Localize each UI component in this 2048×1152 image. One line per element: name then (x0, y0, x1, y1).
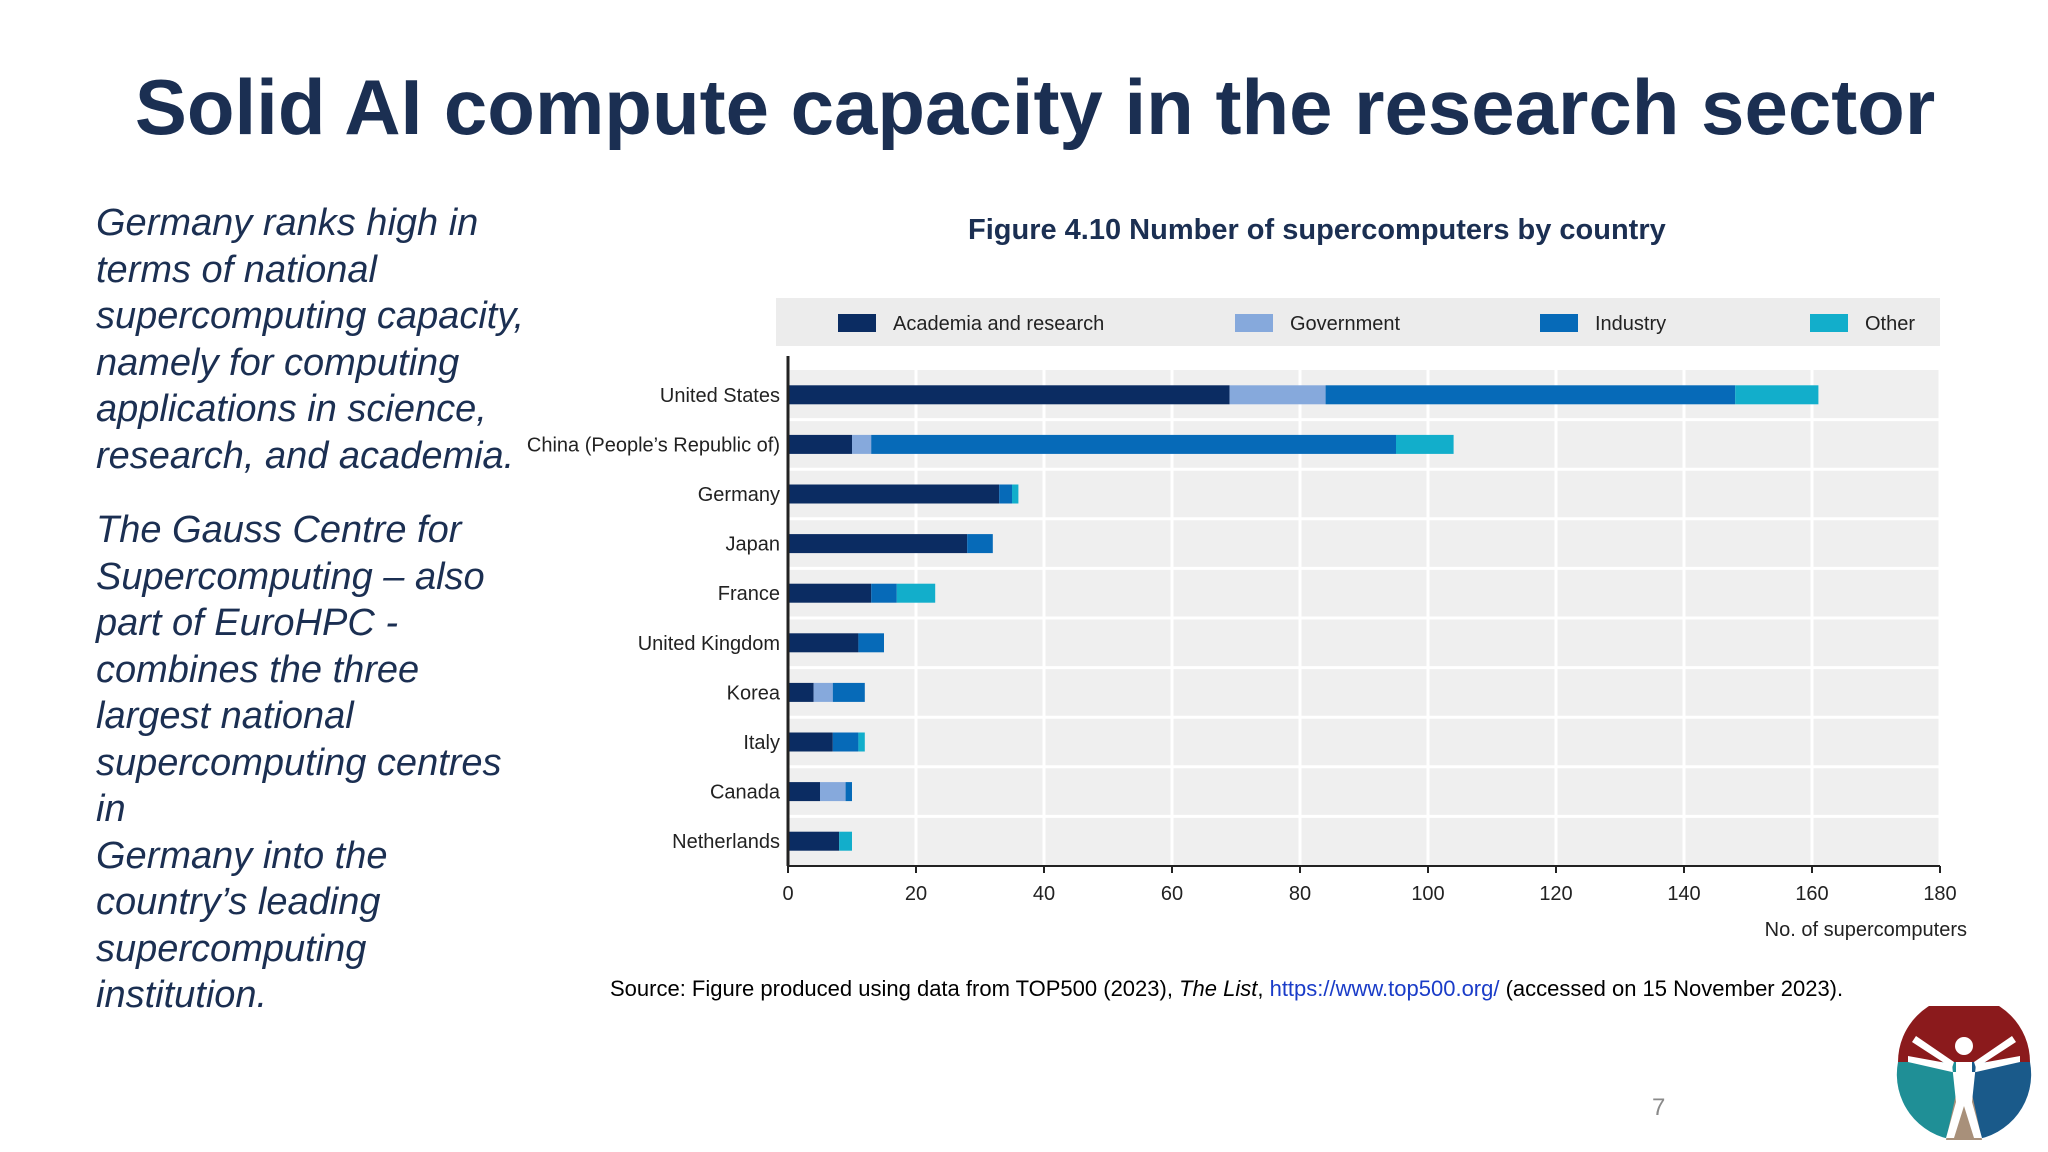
bar-segment (832, 732, 859, 752)
source-suffix: (accessed on 15 November 2023). (1499, 976, 1844, 1001)
source-note: Source: Figure produced using data from … (610, 976, 1843, 1002)
bar-segment (788, 633, 859, 653)
bar-segment (813, 682, 833, 702)
source-link[interactable]: https://www.top500.org/ (1269, 976, 1500, 1001)
bar-segment (1735, 385, 1819, 405)
bar-segment (832, 682, 865, 702)
x-tick-label: 140 (1667, 883, 1700, 905)
bar-segment (1012, 484, 1019, 504)
x-tick-label: 180 (1923, 883, 1956, 905)
category-label: United Kingdom (638, 633, 780, 655)
category-label: Japan (726, 534, 781, 556)
bar-segment (1396, 434, 1454, 454)
figure-title: Figure 4.10 Number of supercomputers by … (968, 214, 1666, 246)
body-paragraph-1: Germany ranks high in terms of national … (96, 202, 525, 477)
legend-label: Other (1865, 313, 1915, 335)
legend-swatch (1235, 314, 1273, 332)
bar-segment (1325, 385, 1736, 405)
bar-segment (820, 782, 846, 802)
x-tick-label: 160 (1795, 883, 1828, 905)
x-tick-label: 40 (1033, 883, 1055, 905)
legend-swatch (1540, 314, 1578, 332)
bar-segment (788, 583, 872, 603)
bar-segment (788, 385, 1230, 405)
x-tick-label: 80 (1289, 883, 1311, 905)
category-label: France (718, 583, 780, 605)
legend-swatch (1810, 314, 1848, 332)
legend-label: Academia and research (893, 313, 1104, 335)
legend-label: Government (1290, 313, 1400, 335)
bar-segment (788, 831, 840, 851)
category-label: Canada (710, 782, 781, 804)
bar-segment (858, 633, 884, 653)
bar-segment (967, 534, 993, 554)
x-tick-label: 120 (1539, 883, 1572, 905)
bar-segment (999, 484, 1012, 504)
supercomputers-bar-chart: Academia and research Government Industry O… (527, 298, 1967, 941)
bar-segment (871, 583, 897, 603)
bar-segment (896, 583, 936, 603)
category-label: Germany (698, 484, 780, 506)
bar-segment (788, 682, 814, 702)
category-label: Korea (727, 682, 781, 704)
legend-label: Industry (1595, 313, 1666, 335)
source-prefix: Source: Figure produced using data from … (610, 976, 1180, 1001)
slide-title: Solid AI compute capacity in the researc… (134, 63, 1936, 151)
vitruvian-figure-icon (1896, 1006, 2032, 1140)
bar-segment (788, 732, 833, 752)
bar-segment (845, 782, 852, 802)
page-number: 7 (1652, 1094, 1666, 1121)
body-text: Germany ranks high in terms of national … (96, 200, 546, 1019)
bar-segment (852, 434, 872, 454)
legend-swatch (838, 314, 876, 332)
category-label: Netherlands (672, 831, 780, 853)
bar-segment (858, 732, 865, 752)
category-label: United States (660, 385, 780, 407)
bar-segment (788, 484, 1000, 504)
x-tick-label: 60 (1161, 883, 1183, 905)
body-paragraph-2: The Gauss Centre for Supercomputing – al… (96, 509, 502, 1016)
x-tick-label: 0 (782, 883, 793, 905)
category-label: Italy (743, 732, 780, 754)
bar-segment (1229, 385, 1326, 405)
bar-segment (871, 434, 1396, 454)
x-tick-label: 100 (1411, 883, 1444, 905)
bar-segment (788, 782, 820, 802)
x-axis-label: No. of supercomputers (1765, 919, 1967, 941)
category-label: China (People’s Republic of) (527, 434, 780, 456)
legend-background (776, 298, 1940, 346)
bar-segment (788, 434, 852, 454)
bar-segment (788, 534, 968, 554)
source-italic-title: The List (1179, 976, 1258, 1001)
x-tick-label: 20 (905, 883, 927, 905)
source-separator: , (1257, 976, 1270, 1001)
bar-segment (839, 831, 852, 851)
